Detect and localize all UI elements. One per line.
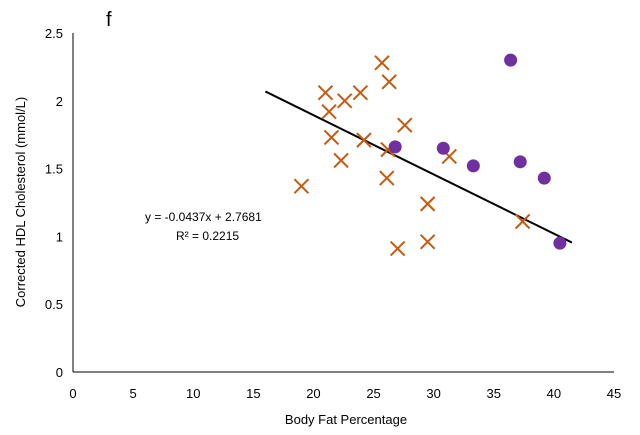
circle-marker [388, 140, 402, 154]
circle-marker [504, 53, 518, 67]
cross-marker [333, 152, 349, 169]
cross-marker [374, 55, 390, 71]
tick-labels: 0 5 10 15 20 25 30 35 40 45 0 0.5 1 1.5 2 2.5 [45, 26, 621, 401]
cross-marker [389, 240, 406, 257]
circle-marker [553, 236, 567, 250]
cross-marker [379, 170, 395, 186]
cross-marker [352, 84, 369, 101]
y-tick-label: 2 [56, 94, 63, 109]
cross-marker [336, 93, 353, 109]
circle-marker [466, 159, 480, 173]
r-squared-label: R² = 0.2215 [176, 229, 239, 243]
x-tick-label: 45 [607, 386, 621, 401]
y-tick-label: 2.5 [45, 26, 63, 41]
y-tick-label: 1.5 [45, 162, 63, 177]
x-tick-label: 15 [246, 386, 260, 401]
data-points [293, 53, 567, 257]
x-tick-label: 35 [487, 386, 501, 401]
cross-marker [381, 74, 397, 90]
y-axis-title: Corrected HDL Cholesterol (mmol/L) [13, 97, 28, 307]
x-tick-label: 30 [426, 386, 440, 401]
axes [72, 33, 614, 373]
panel-label: f [106, 9, 112, 31]
cross-marker [419, 234, 436, 250]
circle-marker [513, 155, 527, 169]
x-tick-label: 5 [129, 386, 136, 401]
x-tick-label: 0 [69, 386, 76, 401]
cross-marker [317, 84, 334, 101]
x-tick-label: 20 [306, 386, 320, 401]
circle-marker [436, 141, 450, 155]
cross-marker [293, 178, 310, 194]
cross-marker [321, 103, 337, 120]
y-tick-label: 0 [56, 365, 63, 380]
cross-marker [323, 129, 340, 146]
cross-marker [356, 132, 372, 148]
x-tick-label: 25 [366, 386, 380, 401]
x-tick-label: 40 [547, 386, 561, 401]
x-axis-title: Body Fat Percentage [285, 412, 407, 427]
trendline [264, 90, 573, 244]
y-tick-label: 0.5 [45, 297, 63, 312]
x-tick-label: 10 [186, 386, 200, 401]
trendline-line [264, 90, 573, 244]
cross-marker [514, 213, 531, 230]
circle-marker [537, 171, 551, 185]
trendline-equation: y = -0.0437x + 2.7681 [145, 210, 262, 224]
cross-marker [397, 117, 413, 133]
cross-marker [419, 196, 436, 212]
y-tick-label: 1 [56, 229, 63, 244]
